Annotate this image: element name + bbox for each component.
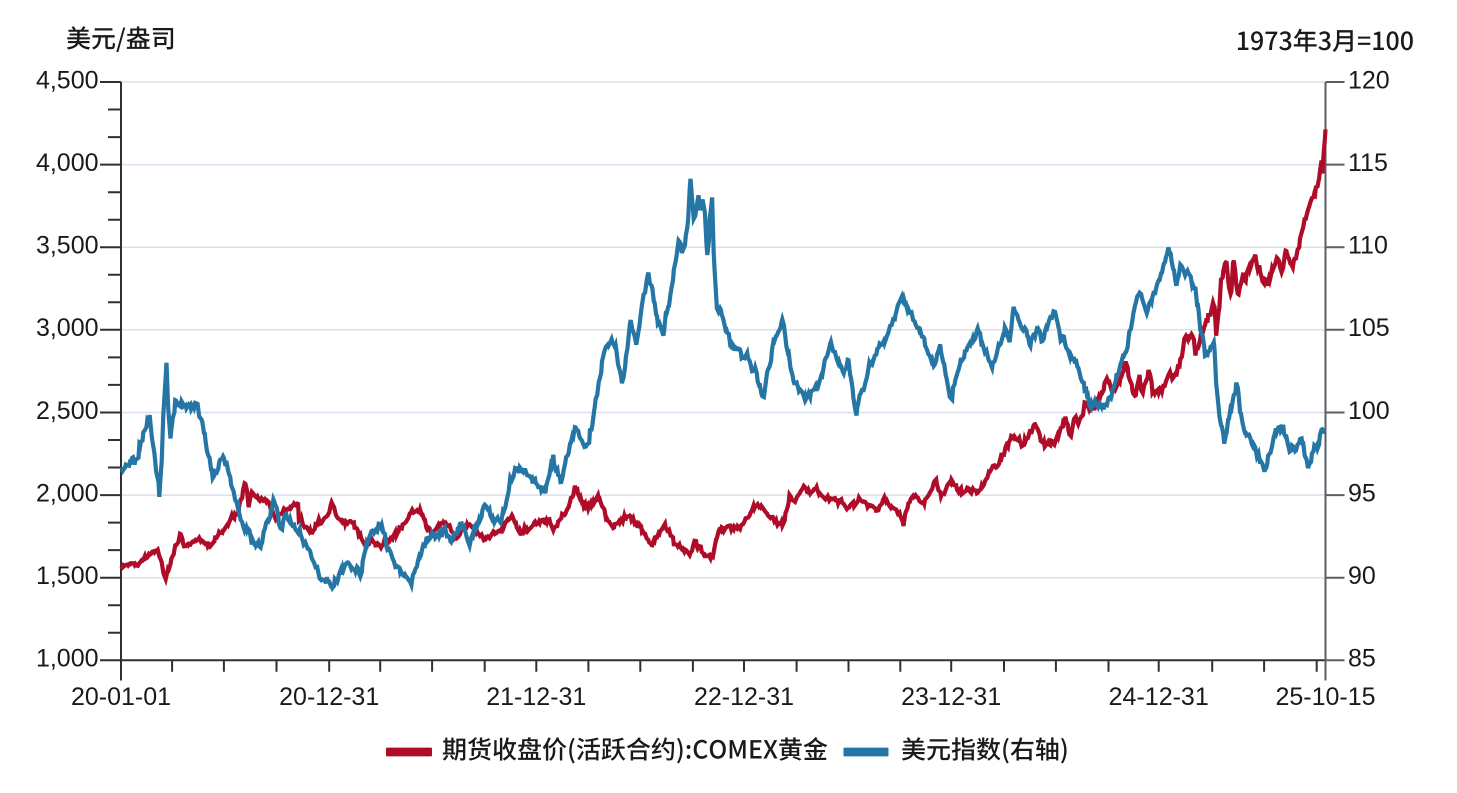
svg-text:90: 90 [1348,562,1376,590]
svg-text:110: 110 [1348,232,1388,260]
svg-text:20-12-31: 20-12-31 [279,683,379,711]
svg-text:1,000: 1,000 [36,645,99,673]
svg-text:105: 105 [1348,314,1390,342]
svg-text:2,500: 2,500 [36,397,99,425]
svg-text:115: 115 [1348,149,1388,177]
svg-text:21-12-31: 21-12-31 [486,683,586,711]
svg-text:1,500: 1,500 [36,562,99,590]
svg-text:3,500: 3,500 [36,232,99,260]
svg-text:24-12-31: 24-12-31 [1109,683,1209,711]
svg-text:25-10-15: 25-10-15 [1275,683,1375,711]
svg-text:4,500: 4,500 [36,66,99,94]
svg-text:85: 85 [1348,645,1376,673]
svg-text:20-01-01: 20-01-01 [71,683,171,711]
svg-text:3,000: 3,000 [36,314,99,342]
svg-text:23-12-31: 23-12-31 [901,683,1001,711]
svg-text:95: 95 [1348,479,1376,507]
svg-text:22-12-31: 22-12-31 [694,683,794,711]
svg-text:2,000: 2,000 [36,479,99,507]
svg-text:120: 120 [1348,66,1390,94]
svg-text:100: 100 [1348,397,1390,425]
svg-text:4,000: 4,000 [36,149,99,177]
